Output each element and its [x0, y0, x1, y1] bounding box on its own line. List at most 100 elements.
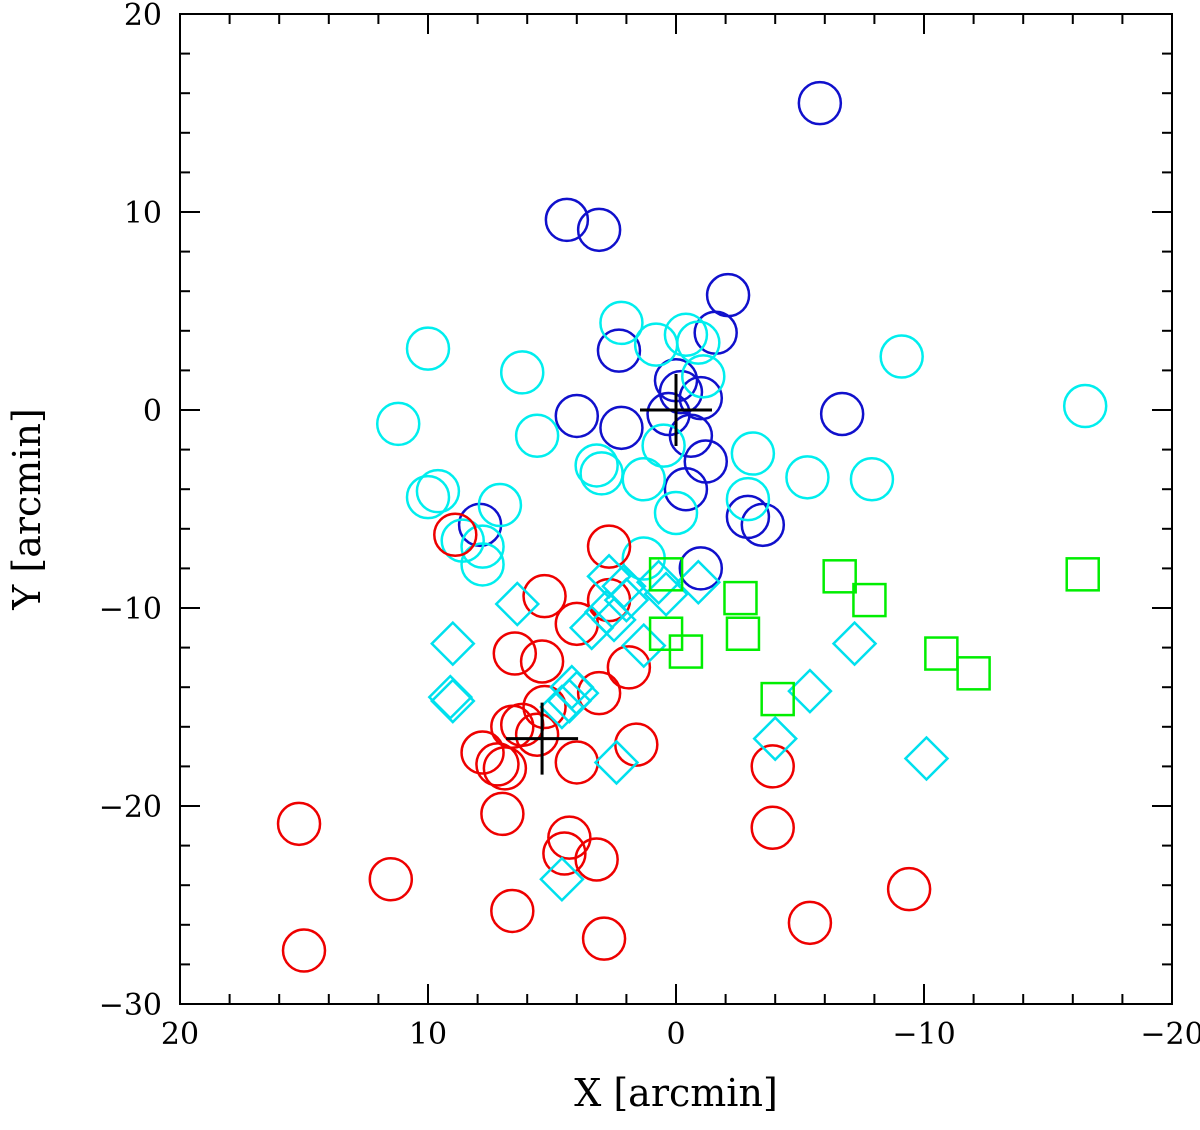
y-tick-label: 0	[143, 394, 162, 429]
cyan-circles-point	[415, 468, 461, 514]
blue-circles-point	[678, 375, 724, 421]
blue-circles-point	[663, 466, 709, 512]
axis-ticks	[179, 13, 1173, 1005]
green-squares-point	[723, 580, 758, 616]
cyan-circles-point	[460, 524, 505, 569]
cyan-circles-point	[375, 401, 421, 447]
cyan-circles-point	[785, 455, 830, 500]
red-circles-point	[750, 744, 795, 789]
cyan-diamonds-point	[549, 664, 595, 710]
cyan-circles-point	[514, 413, 560, 458]
cyan-circles-point	[633, 322, 679, 367]
green-squares-point	[648, 616, 684, 651]
red-circles-point	[276, 801, 322, 847]
cyan-circles-point	[477, 482, 523, 528]
center-cross-marker	[506, 702, 579, 775]
red-circles-point	[586, 524, 632, 569]
blue-circles-point	[819, 391, 865, 437]
red-circles-point	[547, 815, 592, 860]
green-squares-point	[852, 582, 887, 618]
red-circles-point	[460, 730, 505, 775]
y-axis-title: Y [arcmin]	[5, 408, 49, 611]
y-tick-label: 20	[124, 0, 162, 33]
cyan-diamonds-point	[675, 559, 722, 606]
red-circles-point	[542, 831, 587, 876]
blue-circles-point	[596, 328, 642, 373]
cyan-circles-point	[1062, 383, 1108, 429]
cyan-circles-point	[879, 334, 924, 379]
red-circles-point	[787, 900, 833, 946]
red-circles-point	[433, 512, 478, 557]
red-circles-point	[490, 704, 535, 750]
cyan-diamonds-point	[643, 571, 689, 617]
blue-circles-point	[797, 80, 843, 126]
cyan-diamonds-point	[430, 620, 476, 667]
blue-circles-point	[705, 272, 751, 318]
green-squares-point	[725, 616, 761, 651]
blue-circles-point	[683, 439, 729, 484]
cyan-circles-point	[405, 474, 451, 520]
red-circles-point	[554, 740, 600, 785]
blue-circles-point	[576, 207, 622, 253]
cyan-diamonds-point	[568, 605, 615, 651]
red-circles-point	[574, 837, 619, 882]
cyan-diamonds-point	[591, 597, 637, 643]
blue-circles-point	[554, 393, 600, 439]
y-tick-label: −10	[99, 592, 162, 627]
x-tick-label: 20	[161, 1017, 199, 1052]
blue-circles-point	[725, 494, 771, 540]
green-squares-point	[822, 559, 857, 594]
red-circles-point	[482, 746, 528, 791]
cyan-diamonds-point	[831, 620, 878, 667]
cyan-diamonds-point	[903, 735, 950, 782]
cyan-diamonds-point	[620, 622, 667, 669]
green-squares-point	[760, 681, 795, 717]
cyan-circles-point	[730, 431, 776, 476]
red-circles-point	[522, 684, 567, 730]
cyan-circles-point	[641, 423, 686, 468]
cyan-diamonds-point	[494, 581, 541, 627]
cyan-circles-point	[621, 457, 667, 502]
red-circles-point	[554, 601, 600, 647]
x-tick-label: −20	[1140, 1017, 1200, 1052]
cyan-diamonds-point	[787, 668, 833, 714]
cyan-circles-point	[663, 312, 709, 358]
red-circles-point	[281, 928, 327, 973]
red-circles-point	[514, 712, 560, 757]
red-circles-point	[490, 888, 535, 934]
red-circles-point	[606, 645, 652, 690]
cyan-circles-point	[574, 443, 619, 488]
y-tick-label: 10	[124, 196, 162, 231]
green-squares-point	[648, 557, 684, 592]
cyan-circles-point	[405, 326, 451, 371]
red-circles-point	[581, 916, 627, 961]
cyan-circles-point	[599, 300, 644, 346]
cyan-diamonds-point	[430, 678, 476, 724]
blue-circles-point	[740, 502, 786, 548]
cyan-diamonds-point	[593, 739, 640, 786]
green-squares-point	[956, 656, 991, 691]
x-axis-title: X [arcmin]	[574, 1071, 778, 1115]
red-circles-point	[576, 670, 622, 716]
red-circles-point	[750, 805, 795, 851]
blue-circles-point	[668, 413, 714, 458]
red-circles-point	[519, 639, 565, 684]
y-tick-label: −30	[99, 988, 162, 1023]
data-markers	[276, 80, 1108, 973]
cyan-diamonds-point	[603, 577, 650, 623]
red-circles-point	[522, 573, 567, 619]
cyan-diamonds-point	[752, 715, 798, 762]
blue-circles-point	[599, 405, 644, 451]
red-circles-point	[368, 857, 414, 902]
cyan-circles-point	[681, 354, 726, 399]
blue-circles-point	[678, 546, 724, 591]
green-squares-point	[668, 634, 704, 669]
green-squares-point	[1065, 557, 1100, 592]
cyan-diamonds-point	[554, 670, 600, 716]
tick-labels: 20 10 0 −10 −20 20 10 0 −10 −20 −30	[99, 0, 1200, 1052]
cyan-diamonds-point	[546, 678, 593, 724]
red-circles-point	[614, 722, 659, 767]
y-tick-label: −20	[99, 790, 162, 825]
center-cross-marker	[640, 374, 712, 446]
